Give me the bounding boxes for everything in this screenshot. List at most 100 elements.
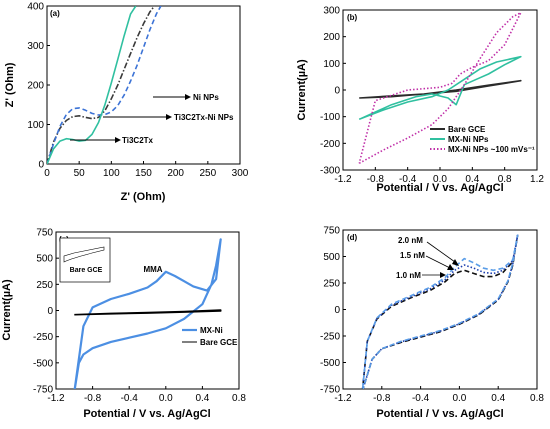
panel-c-series bbox=[73, 238, 222, 389]
x-tick-label: 0.4 bbox=[465, 174, 479, 185]
panel-c: (c) Potential / V vs. Ag/AgCl Current(µA… bbox=[1, 228, 246, 421]
y-tick-label: 100 bbox=[323, 59, 340, 70]
panel-d-label: (d) bbox=[347, 233, 358, 242]
panel-b-xlabel: Potential / V vs. Ag/AgCl bbox=[376, 182, 503, 194]
series-line bbox=[47, 6, 137, 164]
x-tick-label: 0.8 bbox=[530, 393, 544, 404]
series-line bbox=[358, 11, 522, 165]
y-tick-label: 100 bbox=[27, 120, 44, 131]
y-tick-label: 500 bbox=[36, 254, 53, 265]
series-line bbox=[359, 79, 522, 99]
x-tick-label: 250 bbox=[199, 168, 216, 179]
x-tick-label: 50 bbox=[74, 168, 86, 179]
y-tick-label: 0 bbox=[38, 160, 44, 171]
ann-mma: MMA bbox=[143, 265, 162, 274]
panel-b-ylabel: Current(µA) bbox=[296, 59, 308, 121]
x-tick-label: 0.8 bbox=[232, 393, 246, 404]
series-line bbox=[361, 234, 519, 389]
x-tick-label: -0.4 bbox=[121, 393, 139, 404]
panel-a-yticks: 0 100 200 300 400 bbox=[27, 2, 50, 171]
series-line bbox=[361, 234, 519, 389]
y-tick-label: 750 bbox=[36, 228, 53, 239]
y-tick-label: 0 bbox=[334, 86, 340, 97]
panel-d-xlabel: Potential / V vs. Ag/AgCl bbox=[376, 408, 503, 420]
x-tick-label: -0.4 bbox=[399, 174, 417, 185]
panel-d-frame bbox=[342, 229, 538, 390]
y-tick-label: 200 bbox=[27, 81, 44, 92]
y-tick-label: 0 bbox=[47, 306, 53, 317]
panel-c-legend: MX-Ni Bare GCE bbox=[182, 326, 238, 347]
series-line bbox=[74, 309, 222, 316]
y-tick-label: -250 bbox=[320, 332, 340, 343]
ann-2nm: 2.0 nM bbox=[398, 236, 423, 245]
y-tick-label: -750 bbox=[320, 385, 340, 396]
y-tick-label: -250 bbox=[33, 332, 53, 343]
ann-ti3c2tx-ni-nps: Ti3C2Tx-Ni NPs bbox=[174, 113, 234, 122]
x-tick-label: 150 bbox=[135, 168, 152, 179]
panel-b-yticks: -300 -200 -100 0 100 200 300 bbox=[320, 6, 346, 177]
ann-15nm: 1.5 nM bbox=[400, 251, 425, 260]
y-tick-label: 500 bbox=[323, 252, 340, 263]
legend-label-bare-gce: Bare GCE bbox=[448, 125, 486, 134]
panel-d-series bbox=[361, 234, 519, 389]
x-tick-label: 1.2 bbox=[530, 174, 544, 185]
y-tick-label: 250 bbox=[323, 279, 340, 290]
x-tick-label: 0.0 bbox=[159, 393, 173, 404]
inset-legend-label: Bare GCE bbox=[70, 267, 103, 274]
panel-c-ylabel: Current(µA) bbox=[1, 279, 13, 341]
panel-c-xlabel: Potential / V vs. Ag/AgCl bbox=[83, 408, 210, 420]
legend-label-mx-ni-nps-100: MX-Ni NPs ~100 mVs⁻¹ bbox=[448, 145, 535, 154]
panel-b-xticks: -1.2 -0.8 -0.4 0.0 0.4 0.8 1.2 bbox=[334, 167, 544, 185]
ann-1nm: 1.0 nM bbox=[396, 271, 421, 280]
x-tick-label: 0 bbox=[44, 168, 50, 179]
legend-label-bare-gce-c: Bare GCE bbox=[200, 338, 238, 347]
panel-c-yticks: -750 -500 -250 0 250 500 750 bbox=[33, 228, 59, 396]
x-tick-label: -0.4 bbox=[412, 393, 430, 404]
x-tick-label: -0.8 bbox=[373, 393, 391, 404]
panel-a-ylabel: Z' (Ohm) bbox=[4, 62, 16, 107]
ann-ti3c2tx: Ti3C2Tx bbox=[122, 136, 154, 145]
y-tick-label: -200 bbox=[320, 139, 340, 150]
x-tick-label: -0.8 bbox=[84, 393, 102, 404]
series-line bbox=[73, 238, 222, 389]
panel-d-annotations: 2.0 nM 1.5 nM 1.0 nM bbox=[396, 236, 459, 280]
panel-a-xlabel: Z' (Ohm) bbox=[121, 191, 166, 203]
y-tick-label: 400 bbox=[27, 2, 44, 13]
panel-a-xticks: 0 50 100 150 200 250 300 bbox=[44, 161, 249, 179]
panel-a-series bbox=[47, 6, 162, 164]
y-tick-label: 750 bbox=[323, 226, 340, 237]
y-tick-label: 300 bbox=[323, 6, 340, 17]
panel-d-yticks: -750 -500 -250 0 250 500 750 bbox=[320, 226, 346, 396]
y-tick-label: -300 bbox=[320, 166, 340, 177]
y-tick-label: -500 bbox=[320, 358, 340, 369]
series-line bbox=[47, 6, 156, 164]
panel-a-label: (a) bbox=[50, 9, 60, 18]
panel-d: (d) Potential / V vs. Ag/AgCl -1.2 -0.8 -0… bbox=[320, 226, 544, 421]
x-tick-label: 200 bbox=[167, 168, 184, 179]
y-tick-label: -500 bbox=[33, 358, 53, 369]
inset-frame bbox=[59, 237, 111, 283]
x-tick-label: 100 bbox=[103, 168, 120, 179]
y-tick-label: 0 bbox=[334, 305, 340, 316]
x-tick-label: 0.4 bbox=[195, 393, 209, 404]
panel-b-legend: Bare GCE MX-Ni NPs MX-Ni NPs ~100 mVs⁻¹ bbox=[430, 125, 535, 154]
panel-a: (a) Z' (Ohm) Z' (Ohm) 0 50 100 150 200 250 300… bbox=[4, 2, 249, 204]
ann-ni-nps: Ni NPs bbox=[193, 93, 219, 102]
y-tick-label: 300 bbox=[27, 41, 44, 52]
panel-c-inset: Bare GCE bbox=[59, 237, 111, 283]
series-line bbox=[361, 234, 519, 389]
x-tick-label: 0.0 bbox=[433, 174, 447, 185]
x-tick-label: -1.2 bbox=[334, 393, 352, 404]
x-tick-label: -0.8 bbox=[367, 174, 385, 185]
panel-d-xticks: -1.2 -0.8 -0.4 0.0 0.4 0.8 bbox=[334, 386, 544, 404]
y-tick-label: -100 bbox=[320, 112, 340, 123]
y-tick-label: 200 bbox=[323, 32, 340, 43]
inset-bare-gce-curve bbox=[63, 246, 105, 263]
panel-b-label: (b) bbox=[347, 13, 358, 22]
panel-b: (b) Potential / V vs. Ag/AgCl Current(µA… bbox=[296, 6, 544, 195]
y-tick-label: 250 bbox=[36, 280, 53, 291]
legend-label-mx-ni-nps: MX-Ni NPs bbox=[448, 135, 489, 144]
x-tick-label: -1.2 bbox=[334, 174, 352, 185]
x-tick-label: 300 bbox=[232, 168, 249, 179]
